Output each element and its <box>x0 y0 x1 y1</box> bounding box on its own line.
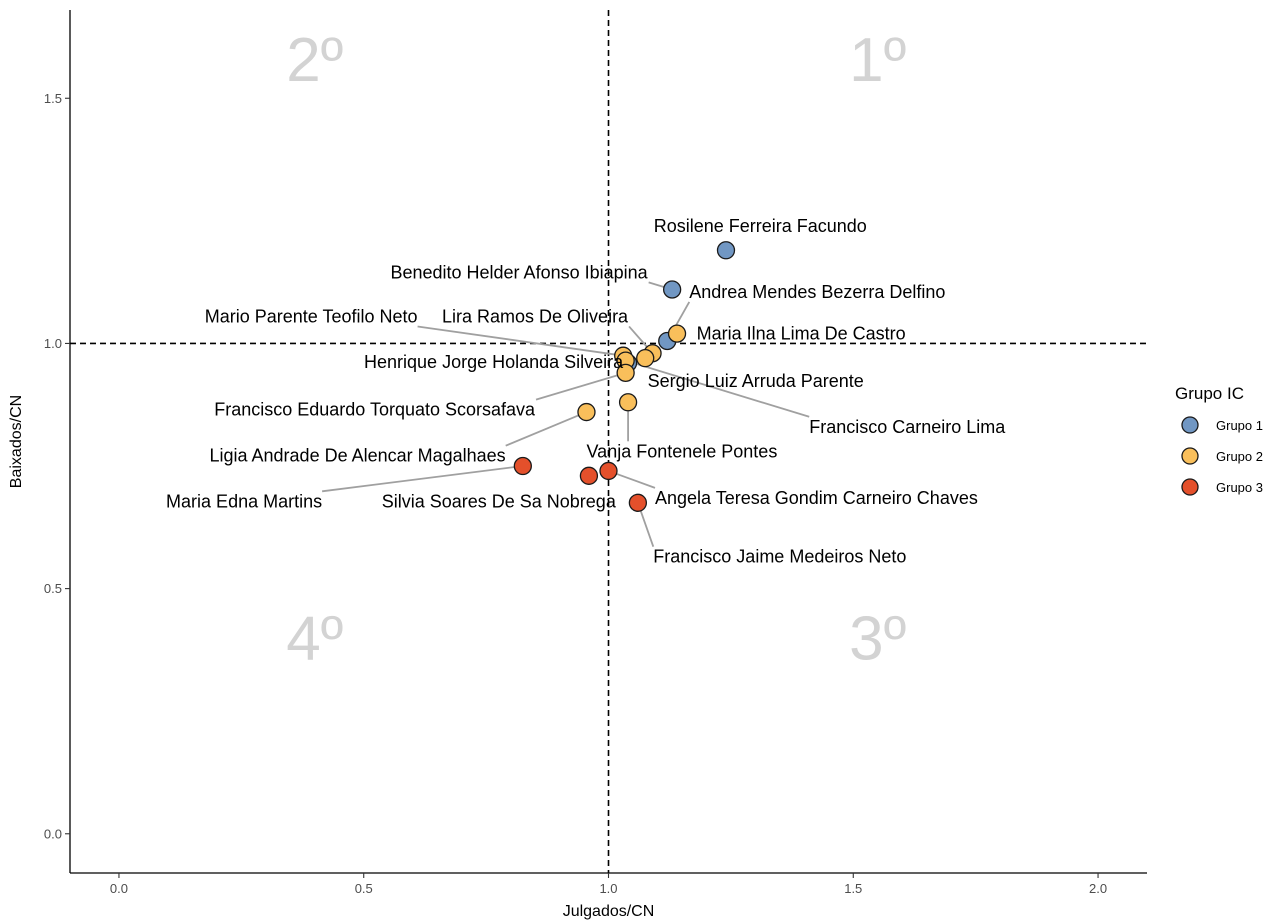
data-point <box>616 363 635 383</box>
point-label: Henrique Jorge Holanda Silveira <box>364 352 624 372</box>
reference-lines <box>70 10 1147 873</box>
data-point <box>662 280 682 299</box>
point-label: Benedito Helder Afonso Ibiapina <box>390 262 648 282</box>
point-label: Andrea Mendes Bezerra Delfino <box>689 282 945 302</box>
label-leader-line <box>417 325 624 357</box>
point-label: Lira Ramos De Oliveira <box>442 306 629 326</box>
label-leader-line <box>625 359 810 418</box>
quadrant-label: 2º <box>286 26 343 95</box>
point-label: Maria Ilna Lima De Castro <box>697 324 906 344</box>
label-leader-line <box>505 411 587 447</box>
legend-title: Grupo IC <box>1175 384 1244 403</box>
x-tick-label: 0.5 <box>355 881 373 896</box>
data-point <box>667 324 687 343</box>
point-label: Francisco Jaime Medeiros Neto <box>653 547 906 567</box>
point-label: Rosilene Ferreira Facundo <box>654 216 867 236</box>
y-tick-label: 0.5 <box>44 581 62 596</box>
y-tick-label: 0.0 <box>44 826 62 841</box>
point-label: Maria Edna Martins <box>166 491 322 511</box>
axes: 0.0 0.5 1.0 1.5 2.0 0.0 0.5 1.0 1.5 <box>44 10 1147 896</box>
data-point <box>618 393 638 412</box>
quadrant-label: 1º <box>849 26 906 95</box>
legend-swatch <box>1181 478 1199 496</box>
x-axis-title: Julgados/CN <box>563 903 655 920</box>
legend-swatch <box>1181 447 1199 465</box>
legend-label: Grupo 1 <box>1216 418 1263 433</box>
legend-label: Grupo 2 <box>1216 449 1263 464</box>
data-point <box>628 493 648 512</box>
y-axis-title: Baixados/CN <box>8 395 25 488</box>
legend-swatch <box>1181 416 1199 434</box>
point-label: Sergio Luiz Arruda Parente <box>648 371 864 391</box>
x-tick-label: 1.0 <box>599 881 617 896</box>
x-tick-label: 0.0 <box>110 881 128 896</box>
point-labels: Rosilene Ferreira Facundo Benedito Helder… <box>166 216 1006 567</box>
x-tick-label: 2.0 <box>1089 881 1107 896</box>
data-point <box>513 456 532 476</box>
data-point <box>716 241 736 260</box>
quadrant-label: 4º <box>286 605 343 674</box>
label-leader-line <box>322 465 523 493</box>
data-point <box>577 402 596 422</box>
y-tick-label: 1.0 <box>44 336 62 351</box>
data-point <box>579 466 599 485</box>
quadrant-labels: 1º 2º 3º 4º <box>286 26 906 674</box>
point-label: Mario Parente Teofilo Neto <box>205 306 418 326</box>
legend: Grupo IC Grupo 1 Grupo 2 Grupo 3 <box>1175 384 1263 496</box>
legend-label: Grupo 3 <box>1216 480 1263 495</box>
point-label: Angela Teresa Gondim Carneiro Chaves <box>655 488 978 508</box>
label-leader-line <box>535 371 626 401</box>
y-tick-label: 1.5 <box>44 91 62 106</box>
x-tick-label: 1.5 <box>844 881 862 896</box>
data-point <box>636 348 655 368</box>
data-point <box>599 461 618 481</box>
point-label: Vanja Fontenele Pontes <box>587 441 778 461</box>
point-label: Francisco Carneiro Lima <box>809 417 1006 437</box>
point-label: Silvia Soares De Sa Nobrega <box>382 491 617 511</box>
point-label: Francisco Eduardo Torquato Scorsafava <box>214 400 536 420</box>
data-points <box>513 241 736 512</box>
quadrant-label: 3º <box>849 605 906 674</box>
point-label: Ligia Andrade De Alencar Magalhaes <box>209 446 505 466</box>
